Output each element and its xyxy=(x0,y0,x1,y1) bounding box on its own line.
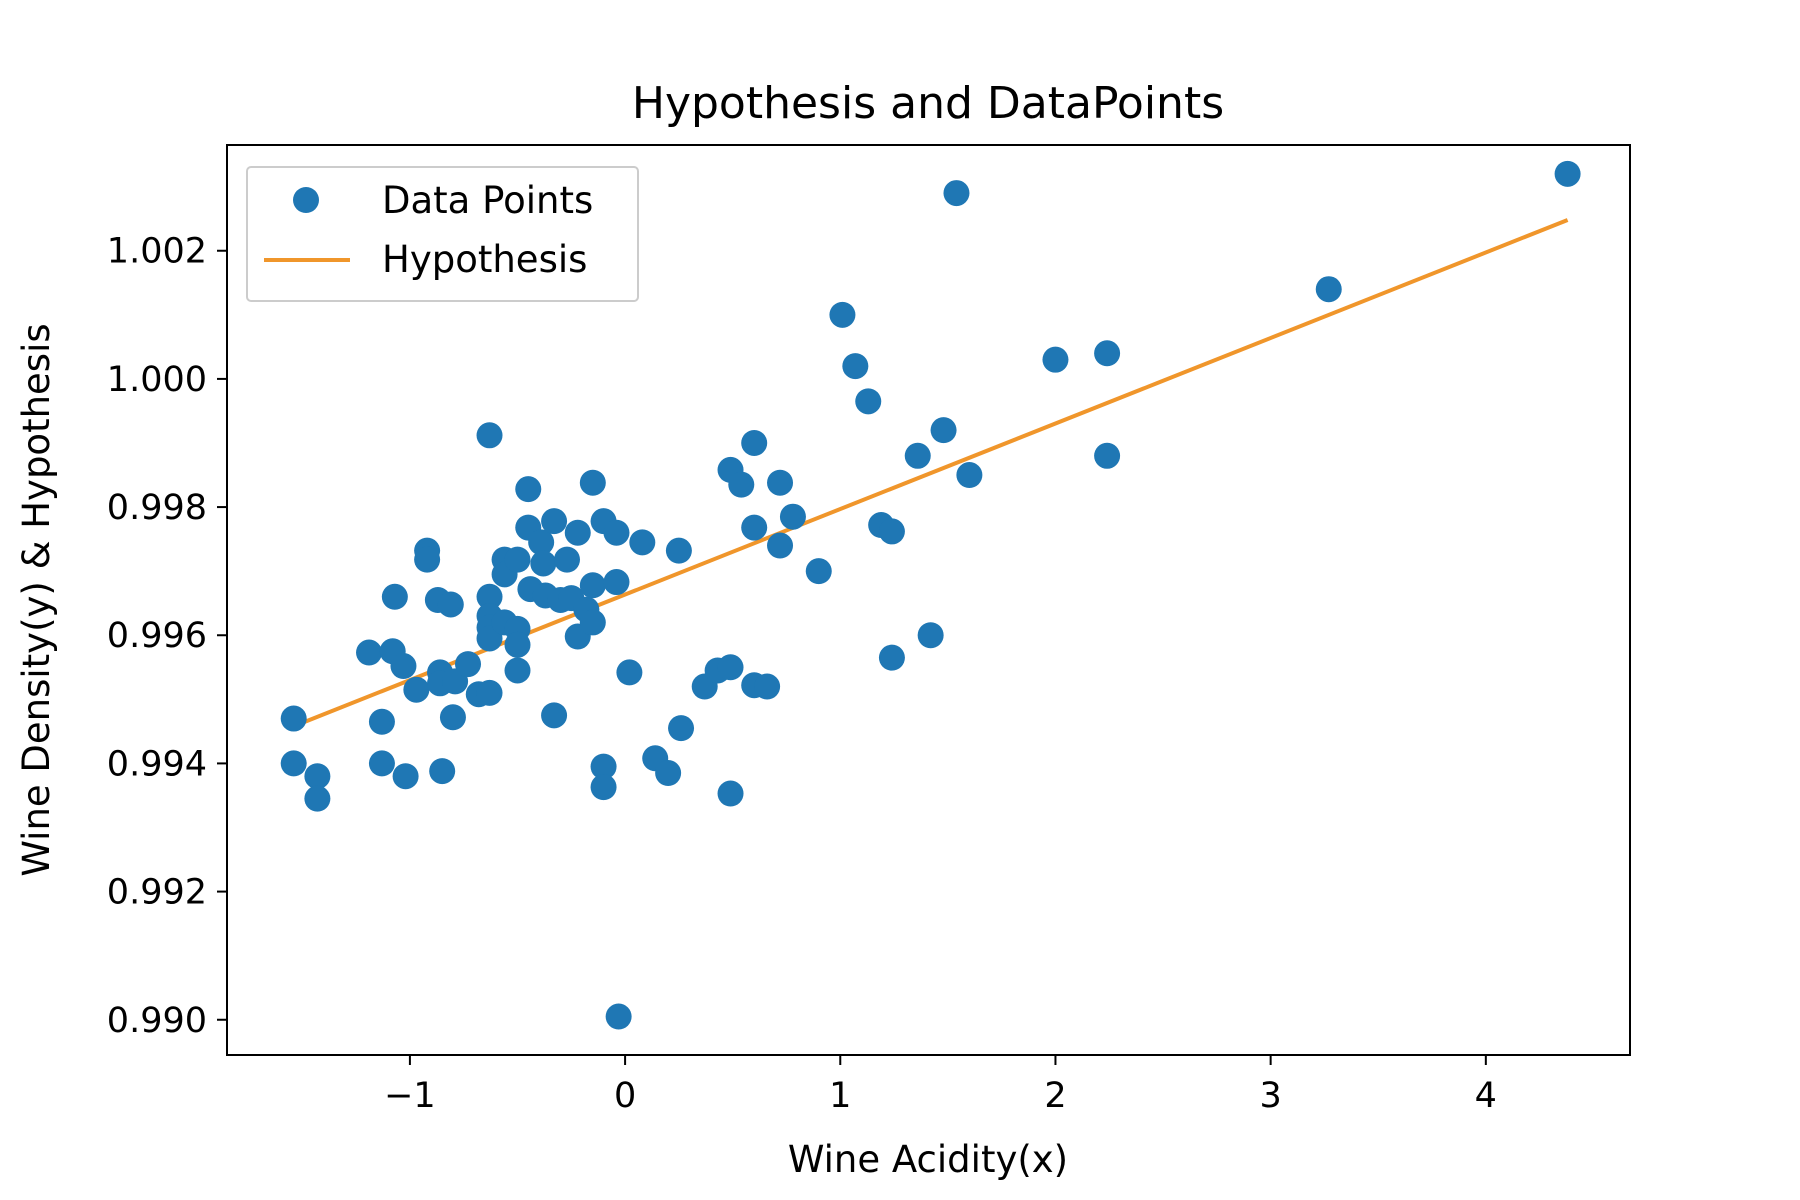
data-point xyxy=(476,583,503,610)
data-point xyxy=(579,469,606,496)
data-point xyxy=(504,657,531,684)
data-point xyxy=(805,558,832,585)
data-point xyxy=(504,631,531,658)
data-point xyxy=(530,550,557,577)
data-point xyxy=(414,546,441,573)
data-point xyxy=(930,417,957,444)
data-point xyxy=(943,180,970,207)
data-point xyxy=(665,537,692,564)
x-axis: −1 0 1 2 3 4 xyxy=(384,1055,1497,1116)
data-point xyxy=(476,679,503,706)
data-point xyxy=(956,462,983,489)
data-point xyxy=(304,763,331,790)
data-point xyxy=(368,750,395,777)
data-point xyxy=(904,442,931,469)
data-point xyxy=(741,429,768,456)
data-point xyxy=(429,758,456,785)
data-point xyxy=(1554,160,1581,187)
data-point xyxy=(381,583,408,610)
data-point xyxy=(717,654,744,681)
y-tick-label: 0.998 xyxy=(107,488,207,528)
data-point xyxy=(553,546,580,573)
plot-area: −1 0 1 2 3 4 0.990 0.992 0.994 0.996 0.998 1.000 1.… xyxy=(107,144,1631,1116)
data-point xyxy=(1042,346,1069,373)
data-point xyxy=(605,1003,632,1030)
data-point xyxy=(842,353,869,380)
data-point xyxy=(767,532,794,559)
data-point xyxy=(280,705,307,732)
x-tick-label: 3 xyxy=(1260,1076,1282,1116)
data-point xyxy=(368,708,395,735)
data-point xyxy=(455,651,482,678)
data-point xyxy=(564,519,591,546)
legend: Data Points Hypothesis xyxy=(246,166,639,302)
y-tick-label: 0.992 xyxy=(107,873,207,913)
data-point xyxy=(878,518,905,545)
data-point xyxy=(476,422,503,449)
legend-label-hypothesis: Hypothesis xyxy=(382,238,587,281)
data-point xyxy=(590,774,617,801)
data-point xyxy=(603,519,630,546)
data-point xyxy=(741,514,768,541)
x-tick-label: 2 xyxy=(1044,1076,1066,1116)
x-tick-label: 0 xyxy=(614,1076,636,1116)
y-tick-label: 1.000 xyxy=(107,360,207,400)
data-point xyxy=(629,529,656,556)
data-point xyxy=(590,753,617,780)
data-point xyxy=(515,476,542,503)
data-point xyxy=(917,622,944,649)
data-point xyxy=(579,572,606,599)
x-tick-label: −1 xyxy=(384,1076,436,1116)
data-point xyxy=(403,676,430,703)
data-point xyxy=(356,639,383,666)
data-point xyxy=(668,715,695,742)
data-point xyxy=(767,469,794,496)
data-point xyxy=(280,750,307,777)
legend-box xyxy=(246,166,639,302)
data-point xyxy=(437,591,464,618)
data-point xyxy=(829,301,856,328)
data-point xyxy=(855,388,882,415)
x-axis-label: Wine Acidity(x) xyxy=(788,1138,1068,1181)
data-point xyxy=(717,780,744,807)
data-point xyxy=(1315,276,1342,303)
y-axis: 0.990 0.992 0.994 0.996 0.998 1.000 1.002 xyxy=(107,232,227,1041)
data-point xyxy=(504,546,531,573)
x-tick-label: 1 xyxy=(829,1076,851,1116)
data-point xyxy=(655,760,682,787)
plot-frame xyxy=(226,144,1631,1056)
data-point xyxy=(754,673,781,700)
data-point xyxy=(603,569,630,596)
y-tick-label: 0.990 xyxy=(107,1001,207,1041)
data-point xyxy=(779,503,806,530)
data-point xyxy=(304,785,331,812)
data-point xyxy=(528,529,555,556)
y-tick-label: 0.996 xyxy=(107,616,207,656)
data-point xyxy=(616,659,643,686)
y-tick-label: 1.002 xyxy=(107,232,207,272)
legend-label-data-points: Data Points xyxy=(382,179,593,222)
data-point xyxy=(439,704,466,731)
data-point xyxy=(728,471,755,498)
data-points-series xyxy=(280,160,1581,1030)
data-point xyxy=(541,702,568,729)
chart-title: Hypothesis and DataPoints xyxy=(632,78,1224,129)
data-point xyxy=(392,763,419,790)
data-point xyxy=(878,644,905,671)
data-point xyxy=(541,508,568,535)
data-point xyxy=(579,609,606,636)
y-axis-label: Wine Density(y) & Hypothesis xyxy=(15,323,58,876)
x-tick-label: 4 xyxy=(1475,1076,1497,1116)
data-point xyxy=(1094,442,1121,469)
legend-marker-data-points xyxy=(293,187,319,213)
y-tick-label: 0.994 xyxy=(107,744,207,784)
data-point xyxy=(1094,340,1121,367)
data-point xyxy=(390,653,417,680)
